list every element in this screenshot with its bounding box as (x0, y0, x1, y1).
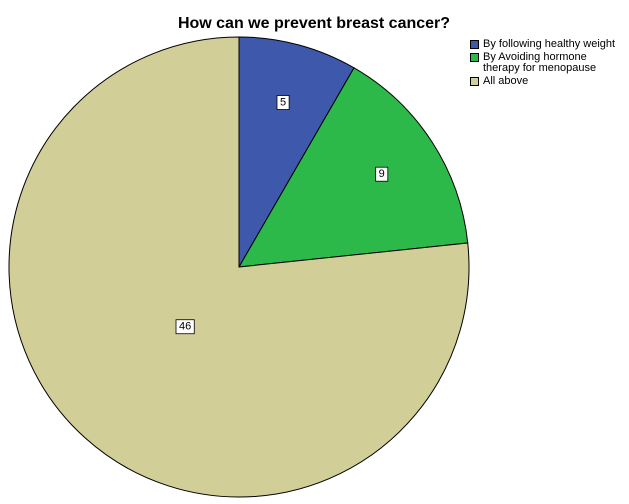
legend-label: All above (483, 75, 529, 87)
data-label-box (276, 95, 290, 110)
pie-slice (238, 67, 469, 268)
legend-item: All above (470, 76, 620, 87)
data-label: 46 (179, 321, 191, 333)
legend-item: By following healthy weight (470, 39, 620, 50)
legend-label: By Avoiding hormone therapy for menopaus… (483, 51, 597, 74)
legend-swatch (470, 53, 479, 62)
legend-label: By following healthy weight (483, 38, 616, 50)
data-label-box (175, 319, 195, 335)
legend-swatch (470, 40, 479, 49)
data-label: 9 (379, 168, 385, 180)
data-label: 5 (280, 97, 286, 109)
legend-swatch (470, 77, 479, 86)
chart-title: How can we prevent breast cancer? (178, 15, 450, 32)
pie-slice (238, 36, 355, 269)
pie-slice (8, 36, 470, 498)
data-label-box (375, 166, 389, 182)
legend-item: By Avoiding hormone therapy for menopaus… (470, 52, 620, 74)
